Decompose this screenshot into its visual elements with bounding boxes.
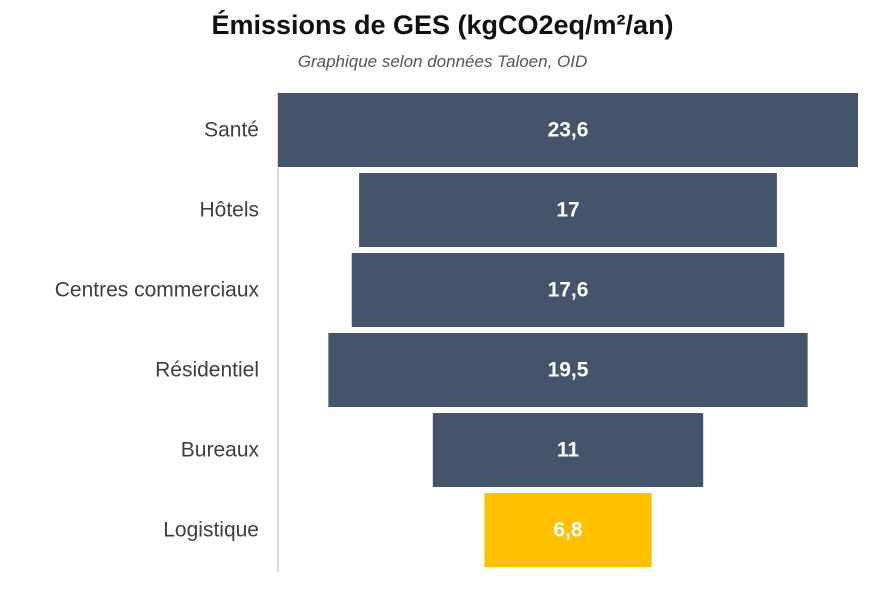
chart-subtitle: Graphique selon données Taloen, OID (297, 52, 588, 71)
data-label: 17 (556, 199, 579, 222)
bar-4 (432, 413, 704, 487)
category-label: Bureaux (181, 439, 260, 462)
category-label: Hôtels (199, 199, 259, 222)
category-label: Logistique (163, 519, 259, 542)
category-label: Résidentiel (155, 359, 259, 382)
bar-5 (484, 493, 652, 567)
data-label: 19,5 (548, 359, 589, 382)
bar-0 (278, 93, 858, 167)
data-label: 17,6 (548, 279, 589, 302)
category-label: Santé (204, 119, 259, 142)
chart-title: Émissions de GES (kgCO2eq/m²/an) (211, 10, 674, 40)
bar-1 (359, 173, 777, 247)
bar-2 (351, 253, 785, 327)
data-label: 6,8 (553, 519, 583, 542)
data-label: 11 (557, 439, 580, 462)
bar-3 (328, 333, 808, 407)
category-label: Centres commerciaux (55, 279, 260, 302)
data-label: 23,6 (548, 119, 589, 142)
